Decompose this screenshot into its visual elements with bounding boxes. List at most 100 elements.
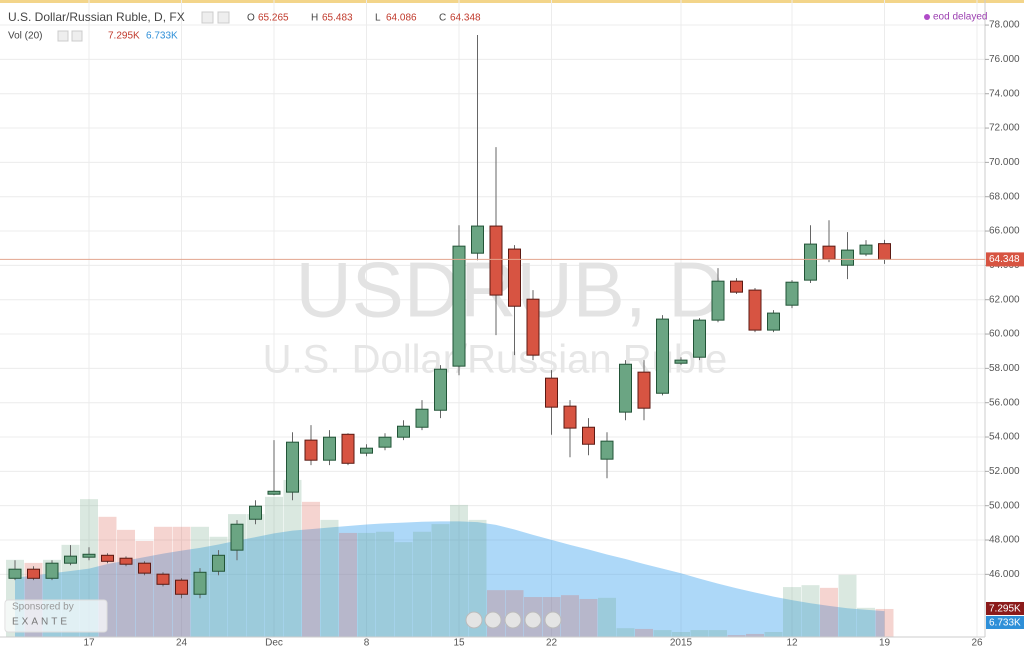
- ohlc-letter: C: [439, 13, 446, 24]
- scroll-left[interactable]: [465, 611, 483, 629]
- volume-bar: [690, 630, 709, 637]
- top-border: [0, 0, 1024, 3]
- candle-body: [767, 312, 780, 331]
- zoom-in[interactable]: [524, 611, 542, 629]
- icon[interactable]: [57, 30, 69, 42]
- volume-bar: [394, 542, 413, 637]
- candle-body: [101, 554, 114, 562]
- reset[interactable]: [504, 611, 522, 629]
- volume-title: Vol (20): [8, 31, 42, 42]
- ohlc-letter: H: [311, 13, 318, 24]
- volume-bar: [357, 532, 376, 637]
- y-tick-label: 48.000: [989, 535, 1020, 546]
- volume-bar: [746, 633, 764, 637]
- volume-bar: [838, 574, 857, 637]
- ohlc-legend: O 65.265 H 65.483 L 64.086 C 64.348: [247, 13, 481, 24]
- y-tick-label: 56.000: [989, 397, 1020, 408]
- volume-bar: [283, 479, 302, 637]
- volume-bar: [820, 587, 838, 637]
- volume-bar: [635, 628, 653, 637]
- candle-body: [249, 505, 262, 520]
- volume-bar: [561, 595, 579, 637]
- last-price-box: [986, 252, 1024, 267]
- volume-bar: [302, 501, 320, 637]
- candle-body: [138, 562, 151, 574]
- volume-bar: [376, 531, 394, 637]
- y-tick-label: 68.000: [989, 191, 1020, 202]
- status-dot: [924, 14, 930, 20]
- y-tick-label: 78.000: [989, 20, 1020, 31]
- candle-body: [304, 439, 318, 461]
- y-tick-label: 66.000: [989, 226, 1020, 237]
- volume-bar: [598, 597, 616, 637]
- volume-bar: [413, 531, 431, 637]
- candle-body: [600, 440, 614, 460]
- icon[interactable]: [201, 11, 214, 24]
- ohlc-value: 64.348: [450, 13, 481, 24]
- volume-ma-label-box: [986, 615, 1024, 629]
- candle-body: [434, 368, 447, 411]
- candle-body: [563, 405, 577, 429]
- ohlc-value: 64.086: [386, 13, 417, 24]
- last-price-label: 64.348: [989, 254, 1020, 265]
- candle-body: [859, 244, 873, 255]
- candle-body: [804, 243, 817, 281]
- volume-bar: [616, 628, 635, 637]
- ohlc-letter: L: [375, 13, 381, 24]
- x-tick-label: 8: [364, 638, 370, 649]
- candle-body: [341, 433, 355, 464]
- volume-value: 7.295K: [108, 31, 140, 42]
- candle-body: [82, 553, 96, 558]
- candle-body: [119, 557, 133, 565]
- candle-body: [27, 568, 40, 579]
- icon[interactable]: [217, 11, 230, 24]
- candle-body: [526, 298, 540, 356]
- candle-body: [286, 441, 299, 493]
- candle-body: [156, 573, 170, 585]
- volume-bar: [672, 632, 690, 637]
- candle-body: [878, 243, 891, 260]
- x-tick-label: 26: [971, 638, 983, 649]
- volume-bar: [468, 519, 487, 637]
- x-tick-label: 12: [786, 638, 798, 649]
- x-tick-label: 2015: [670, 638, 693, 649]
- candle-body: [730, 280, 743, 293]
- icon[interactable]: [71, 30, 83, 42]
- volume-bar: [764, 632, 783, 637]
- volume-bar: [801, 585, 820, 637]
- candle-body: [637, 371, 651, 409]
- candle-body: [785, 281, 799, 306]
- y-tick-label: 70.000: [989, 157, 1020, 168]
- volume-bar: [320, 519, 339, 637]
- volume-bar: [875, 608, 894, 637]
- candle-body: [8, 568, 22, 579]
- x-tick-label: 24: [176, 638, 188, 649]
- candle-body: [267, 490, 281, 495]
- axes: 46.000 48.000 50.000 52.000 54.000 56.000 58.0…: [83, 20, 1020, 649]
- ohlc-value: 65.265: [258, 13, 289, 24]
- candle-body: [212, 554, 225, 572]
- nav-buttons: [465, 611, 562, 629]
- x-tick-label: Dec: [265, 638, 283, 649]
- candle-body: [489, 225, 503, 296]
- candle-body: [508, 248, 521, 307]
- candle-body: [45, 562, 59, 579]
- candle-body: [545, 377, 558, 408]
- scroll-right[interactable]: [544, 611, 562, 629]
- sponsor-caption: Sponsored by: [12, 602, 74, 613]
- candle-body: [822, 245, 836, 260]
- candle-body: [841, 249, 854, 266]
- zoom-out[interactable]: [484, 611, 502, 629]
- y-tick-label: 58.000: [989, 363, 1020, 374]
- sponsor-box[interactable]: [4, 599, 108, 633]
- volume-bar: [265, 496, 283, 637]
- candle-body: [378, 436, 392, 448]
- candle-body: [323, 436, 336, 461]
- candle-body: [656, 318, 669, 394]
- candle-body: [748, 289, 762, 331]
- ohlc-value: 65.483: [322, 13, 353, 24]
- volume-ma-value: 6.733K: [146, 31, 178, 42]
- x-tick-label: 22: [546, 638, 558, 649]
